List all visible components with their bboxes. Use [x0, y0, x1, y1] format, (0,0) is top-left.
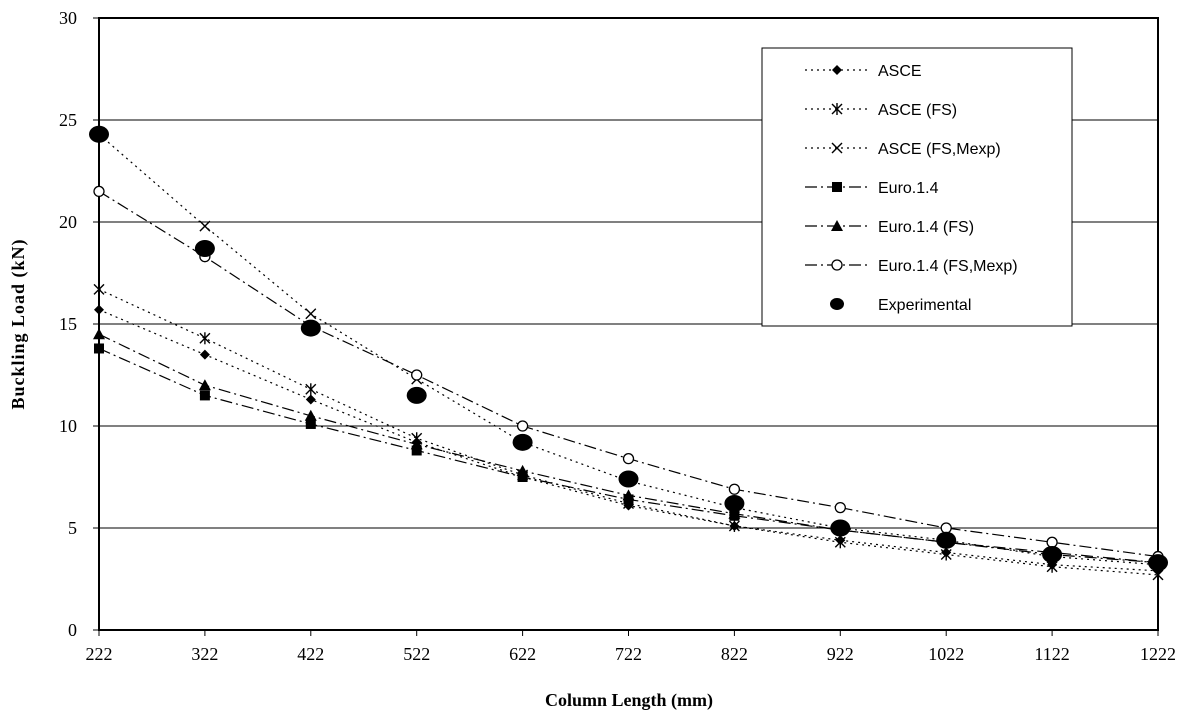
legend-item: ASCE	[805, 63, 922, 80]
y-tick-label: 25	[59, 110, 77, 130]
legend-item: Euro.1.4 (FS,Mexp)	[805, 258, 1018, 275]
y-tick-label: 30	[59, 8, 77, 28]
data-point	[199, 332, 211, 345]
tick-labels: 0 5 10 15 20 25 30 222 322 422 522 622 722 822 922 1022…	[59, 8, 1176, 664]
data-point	[516, 464, 529, 476]
y-tick-label: 0	[68, 620, 77, 640]
legend-item: Euro.1.4 (FS)	[805, 219, 974, 236]
x-tick-label: 322	[191, 644, 218, 664]
x-tick-label: 522	[403, 644, 430, 664]
data-point	[304, 409, 317, 421]
data-point	[305, 394, 316, 405]
data-point	[93, 328, 105, 340]
data-point	[728, 483, 741, 495]
legend-marker	[832, 182, 842, 192]
legend: ASCE ASCE (FS) ASCE (FS,Mexp) Euro.1.4 Euro.…	[761, 47, 1073, 327]
legend-label: Euro.1.4	[878, 180, 939, 197]
x-tick-label: 1222	[1140, 644, 1176, 664]
axes	[93, 17, 1159, 636]
data-point	[1042, 546, 1063, 564]
legend-label: Euro.1.4 (FS,Mexp)	[878, 258, 1018, 275]
data-point	[94, 343, 104, 354]
y-tick-label: 5	[68, 518, 77, 538]
legend-item: Experimental	[830, 297, 971, 314]
data-point	[198, 379, 211, 391]
series-4	[93, 328, 1164, 568]
y-tick-label: 15	[59, 314, 77, 334]
data-point	[834, 501, 846, 514]
x-tick-label: 722	[615, 644, 642, 664]
data-point	[728, 519, 740, 532]
data-point	[194, 240, 215, 258]
legend-label: Experimental	[878, 297, 971, 314]
legend-item: ASCE (FS,Mexp)	[805, 141, 1001, 158]
data-point	[93, 185, 105, 198]
legend-marker	[831, 259, 843, 271]
series-line	[98, 309, 1159, 572]
x-tick-label: 422	[297, 644, 324, 664]
data-point	[940, 522, 952, 534]
data-point	[300, 319, 321, 337]
x-axis-title: Column Length (mm)	[545, 690, 713, 711]
data-point	[834, 536, 846, 549]
legend-item: ASCE (FS)	[805, 102, 957, 119]
data-point	[199, 349, 210, 360]
legend-marker	[830, 298, 844, 310]
legend-item: Euro.1.4	[805, 180, 939, 197]
y-axis-title: Buckling Load (kN)	[8, 238, 29, 409]
legend-label: ASCE (FS,Mexp)	[878, 141, 1001, 158]
data-point	[830, 519, 851, 537]
legend-label: Euro.1.4 (FS)	[878, 219, 974, 236]
data-point	[622, 452, 635, 465]
x-tick-label: 1022	[928, 644, 964, 664]
data-point	[728, 507, 741, 519]
data-point	[305, 308, 317, 320]
legend-marker	[831, 220, 843, 231]
legend-label: ASCE (FS)	[878, 102, 957, 119]
legend-marker	[831, 142, 843, 154]
data-point	[305, 418, 316, 429]
series-line	[98, 288, 1159, 576]
data-point	[940, 548, 952, 561]
data-point	[94, 304, 104, 315]
data-point	[516, 420, 529, 432]
data-point	[89, 125, 109, 143]
data-point	[411, 445, 422, 456]
data-point	[1046, 536, 1058, 548]
data-point	[512, 433, 533, 451]
data-point	[1148, 554, 1168, 572]
series-layer	[89, 125, 1168, 581]
y-tick-label: 20	[59, 212, 77, 232]
data-point	[199, 390, 210, 401]
legend-marker	[831, 103, 843, 115]
x-tick-label: 822	[721, 644, 748, 664]
data-point	[618, 470, 639, 488]
data-point	[411, 369, 423, 381]
data-point	[622, 489, 635, 501]
data-point	[410, 438, 423, 450]
data-point	[93, 283, 105, 296]
data-point	[406, 386, 427, 404]
legend-marker	[832, 65, 842, 75]
data-point	[199, 220, 211, 232]
series-6	[89, 125, 1168, 572]
x-tick-label: 222	[86, 644, 113, 664]
series-1	[93, 283, 1164, 581]
plot-frame	[98, 17, 1159, 631]
y-tick-label: 10	[59, 416, 77, 436]
data-point	[517, 472, 528, 482]
x-tick-label: 922	[827, 644, 854, 664]
x-tick-label: 622	[509, 644, 536, 664]
legend-label: ASCE	[878, 63, 922, 80]
data-point	[305, 383, 317, 396]
data-point	[936, 531, 957, 549]
x-tick-label: 1122	[1034, 644, 1069, 664]
data-point	[724, 495, 745, 513]
